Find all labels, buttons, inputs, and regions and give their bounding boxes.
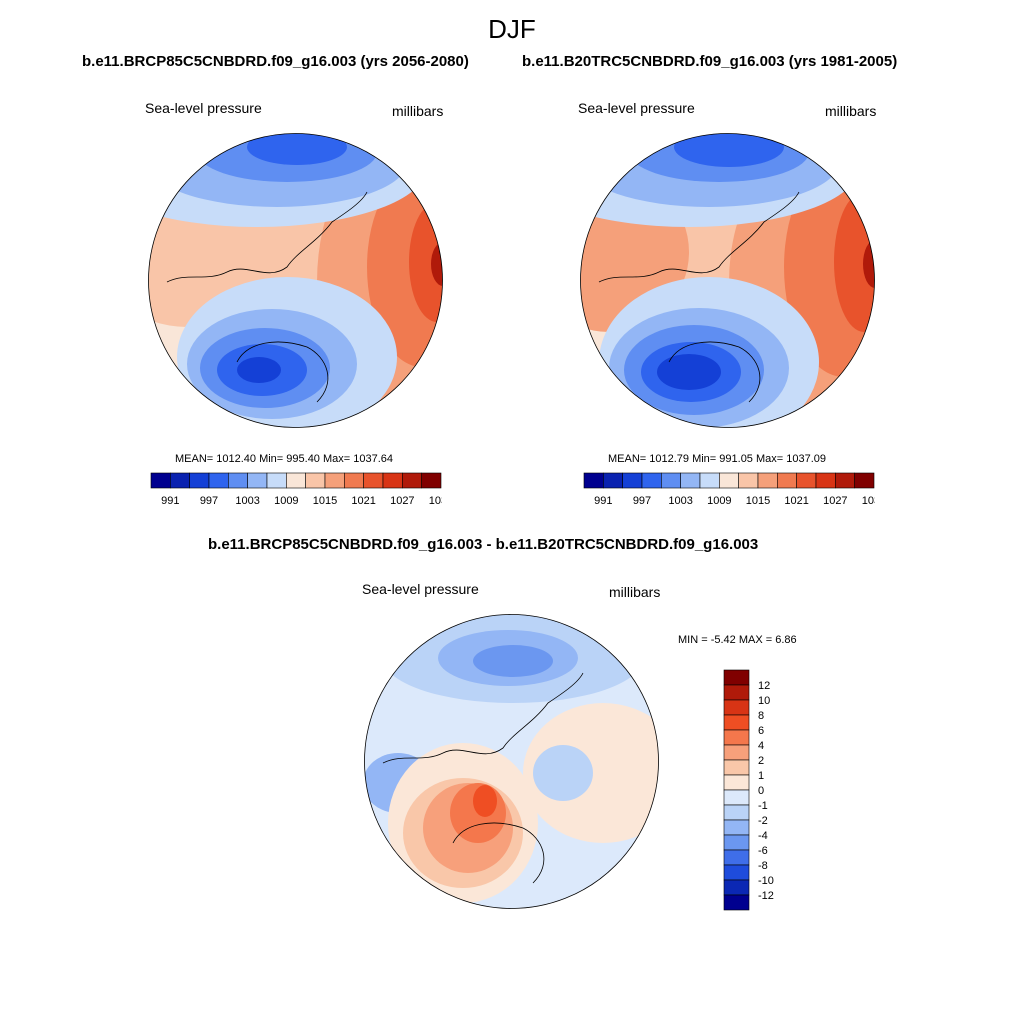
colorbar-tick-label: 1033 bbox=[862, 495, 875, 507]
colorbar-swatch bbox=[208, 472, 229, 489]
colorbar-tick-label: 0 bbox=[758, 785, 764, 797]
left-stats-text: MEAN= 1012.40 Min= 995.40 Max= 1037.64 bbox=[175, 453, 394, 465]
colorbar-tick-label: -12 bbox=[758, 890, 774, 902]
colorbar-swatch bbox=[305, 472, 326, 489]
colorbar-swatch bbox=[363, 472, 384, 489]
colorbar-swatch bbox=[723, 759, 750, 776]
colorbar-tick-label: 997 bbox=[200, 495, 218, 507]
colorbar-swatch bbox=[723, 819, 750, 836]
colorbar-swatch bbox=[603, 472, 623, 489]
colorbar-tick-label: 1027 bbox=[823, 495, 847, 507]
colorbar-swatch bbox=[723, 894, 750, 911]
right-polar-map bbox=[580, 133, 875, 428]
colorbar-swatch bbox=[641, 472, 662, 489]
diff-variable-label: Sea-level pressure bbox=[362, 581, 479, 597]
colorbar-tick-label: -8 bbox=[758, 860, 768, 872]
colorbar-swatch bbox=[719, 472, 739, 489]
colorbar-swatch bbox=[723, 789, 750, 806]
page-title: DJF bbox=[488, 14, 536, 44]
colorbar-swatch bbox=[854, 472, 875, 489]
colorbar-swatch bbox=[344, 472, 364, 489]
colorbar-swatch bbox=[796, 472, 817, 489]
colorbar-tick-label: 1015 bbox=[746, 495, 770, 507]
colorbar-tick-label: -1 bbox=[758, 800, 768, 812]
colorbar-swatch bbox=[622, 472, 643, 489]
colorbar-swatch bbox=[421, 472, 442, 489]
colorbar-swatch bbox=[815, 472, 836, 489]
diff-polar-map bbox=[364, 614, 659, 909]
colorbar-tick-label: 991 bbox=[161, 495, 179, 507]
colorbar-tick-label: 1003 bbox=[668, 495, 692, 507]
colorbar-swatch bbox=[324, 472, 345, 489]
right-colorbar: 991 997 1003 1009 1015 1021 1027 1033 bbox=[583, 472, 875, 507]
colorbar-tick-label: 1015 bbox=[313, 495, 337, 507]
colorbar-tick-label: -2 bbox=[758, 815, 768, 827]
colorbar-tick-label: 8 bbox=[758, 710, 764, 722]
colorbar-swatch bbox=[723, 744, 750, 761]
colorbar-tick-label: 4 bbox=[758, 740, 764, 752]
right-case-title: b.e11.B20TRC5CNBDRD.f09_g16.003 (yrs 198… bbox=[522, 53, 898, 70]
colorbar-tick-label: 997 bbox=[633, 495, 651, 507]
colorbar-swatch bbox=[382, 472, 403, 489]
colorbar-swatch bbox=[723, 684, 750, 701]
left-units-label: millibars bbox=[392, 103, 444, 119]
colorbar-swatch bbox=[835, 472, 855, 489]
colorbar-swatch bbox=[286, 472, 306, 489]
colorbar-swatch bbox=[266, 472, 287, 489]
left-colorbar: 991 997 1003 1009 1015 1021 1027 1033 bbox=[150, 472, 442, 507]
colorbar-tick-label: 1021 bbox=[351, 495, 375, 507]
colorbar-swatch bbox=[723, 864, 750, 881]
colorbar-tick-label: 1009 bbox=[274, 495, 298, 507]
colorbar-swatch bbox=[228, 472, 248, 489]
colorbar-tick-label: 10 bbox=[758, 695, 770, 707]
colorbar-swatch bbox=[661, 472, 681, 489]
right-units-label: millibars bbox=[825, 103, 877, 119]
colorbar-swatch bbox=[402, 472, 422, 489]
right-variable-label: Sea-level pressure bbox=[578, 100, 695, 116]
colorbar-swatch bbox=[738, 472, 759, 489]
colorbar-tick-label: 6 bbox=[758, 725, 764, 737]
colorbar-swatch bbox=[723, 714, 750, 731]
colorbar-tick-label: 1 bbox=[758, 770, 764, 782]
colorbar-swatch bbox=[170, 472, 190, 489]
colorbar-tick-label: -10 bbox=[758, 875, 774, 887]
colorbar-tick-label: 2 bbox=[758, 755, 764, 767]
diff-case-title: b.e11.BRCP85C5CNBDRD.f09_g16.003 - b.e11… bbox=[208, 536, 759, 553]
colorbar-tick-label: -4 bbox=[758, 830, 768, 842]
colorbar-swatch bbox=[757, 472, 778, 489]
diff-minmax-text: MIN = -5.42 MAX = 6.86 bbox=[678, 634, 797, 646]
colorbar-tick-label: 1021 bbox=[784, 495, 808, 507]
colorbar-swatch bbox=[777, 472, 797, 489]
colorbar-swatch bbox=[723, 834, 750, 851]
colorbar-tick-label: -6 bbox=[758, 845, 768, 857]
right-stats-text: MEAN= 1012.79 Min= 991.05 Max= 1037.09 bbox=[608, 453, 827, 465]
colorbar-swatch bbox=[189, 472, 210, 489]
left-variable-label: Sea-level pressure bbox=[145, 100, 262, 116]
colorbar-tick-label: 1009 bbox=[707, 495, 731, 507]
colorbar-swatch bbox=[699, 472, 720, 489]
colorbar-swatch bbox=[247, 472, 268, 489]
colorbar-swatch bbox=[150, 472, 171, 489]
colorbar-tick-label: 1033 bbox=[429, 495, 442, 507]
colorbar-swatch bbox=[723, 669, 750, 686]
colorbar-swatch bbox=[723, 729, 750, 746]
left-case-title: b.e11.BRCP85C5CNBDRD.f09_g16.003 (yrs 20… bbox=[82, 53, 469, 70]
colorbar-tick-label: 12 bbox=[758, 680, 770, 692]
colorbar-tick-label: 991 bbox=[594, 495, 612, 507]
diff-units-label: millibars bbox=[609, 584, 661, 600]
colorbar-tick-label: 1003 bbox=[235, 495, 259, 507]
colorbar-swatch bbox=[680, 472, 701, 489]
colorbar-tick-label: 1027 bbox=[390, 495, 414, 507]
colorbar-swatch bbox=[723, 879, 750, 896]
colorbar-swatch bbox=[723, 804, 750, 821]
colorbar-swatch bbox=[583, 472, 604, 489]
left-polar-map bbox=[148, 133, 443, 428]
colorbar-swatch bbox=[723, 774, 750, 791]
colorbar-swatch bbox=[723, 849, 750, 866]
colorbar-swatch bbox=[723, 699, 750, 716]
